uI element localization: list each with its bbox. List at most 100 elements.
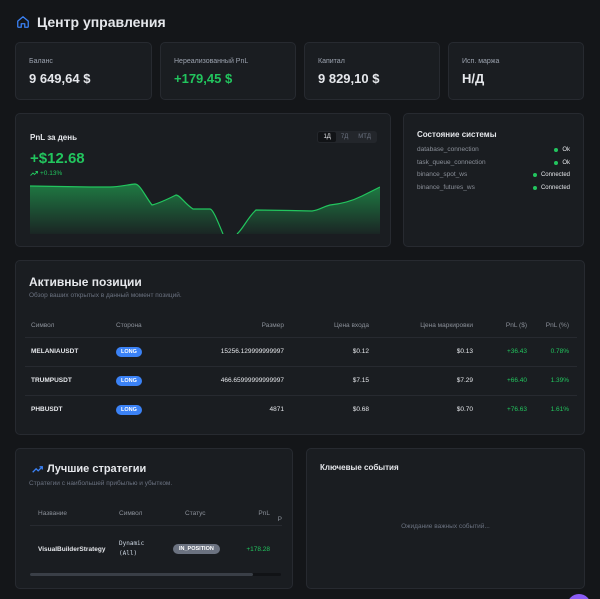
status-row: database_connection Ok <box>417 146 570 153</box>
stat-value: +179,45 $ <box>174 71 233 86</box>
pnl-change-value: +0.13% <box>40 170 63 177</box>
col-pnl[interactable]: PnL ($) <box>505 322 527 330</box>
stat-label: Исп. маржа <box>462 58 500 65</box>
service-name: binance_spot_ws <box>417 171 468 178</box>
pnl-title: PnL за день <box>30 133 78 142</box>
pnl-pct: 0.78% <box>527 336 577 366</box>
chart-line-right <box>236 186 380 234</box>
system-status-title: Состояние системы <box>417 130 497 139</box>
service-name: task_queue_connection <box>417 159 486 166</box>
service-status: Ok <box>562 159 570 166</box>
col-side[interactable]: Сторона <box>116 322 142 330</box>
col-name[interactable]: Название <box>38 510 68 518</box>
entry-price: $0.12 <box>284 336 369 366</box>
side-badge: LONG <box>116 346 142 357</box>
table-row[interactable]: MELANIAUSDT LONG 15256.129999999997 $0.1… <box>25 336 577 366</box>
col-size[interactable]: Размер <box>261 322 284 330</box>
status-row: binance_spot_ws Connected <box>417 171 570 178</box>
table-row[interactable]: TRUMPUSDT LONG 466.65999999999997 $7.15 … <box>25 365 577 395</box>
strategies-title: Лучшие стратегии <box>47 463 147 475</box>
service-name: database_connection <box>417 146 479 153</box>
strategies-subtitle: Стратегии с наибольшей прибылью и убытко… <box>29 480 173 487</box>
strategy-name: VisualBuilderStrategy <box>30 524 119 573</box>
chart-area-right <box>237 187 380 234</box>
stat-card-balance: Баланс 9 649,64 $ <box>15 42 152 100</box>
pnl-pct: 1.39% <box>527 365 577 395</box>
position-size: 4871 <box>196 394 284 424</box>
stat-card-unrealized-pnl: Нереализованный PnL +179,45 $ <box>160 42 296 100</box>
positions-title: Активные позиции <box>29 275 142 289</box>
stat-value: 9 829,10 $ <box>318 71 380 86</box>
table-header-row: Название Символ Статус PnL P <box>30 503 282 525</box>
col-status[interactable]: Статус <box>185 510 206 518</box>
table-row[interactable]: PHBUSDT LONG 4871 $0.68 $0.70 +76.63 1.6… <box>25 394 577 424</box>
stat-label: Нереализованный PnL <box>174 58 249 65</box>
pnl-pct: 1.61% <box>527 394 577 424</box>
pnl-card: PnL за день 1Д 7Д MTД +$12.68 +0.13% <box>15 113 391 247</box>
mark-price: $0.13 <box>369 336 473 366</box>
page-header: Центр управления <box>16 14 166 30</box>
status-row: binance_futures_ws Connected <box>417 184 570 191</box>
stat-value: 9 649,64 $ <box>29 71 91 86</box>
col-truncated[interactable]: P <box>277 515 282 523</box>
status-dot-icon <box>554 160 559 165</box>
home-icon <box>17 16 29 28</box>
position-size: 15256.129999999997 <box>196 336 284 366</box>
chart-line-left <box>30 183 224 234</box>
strategies-table: Название Символ Статус PnL P VisualBuild… <box>30 503 282 573</box>
table-row[interactable]: VisualBuilderStrategy Dynamic (All) IN_PO… <box>30 524 282 573</box>
side-badge: LONG <box>116 404 142 415</box>
strategies-title-wrap: Лучшие стратегии <box>32 463 146 475</box>
table-header-row: Символ Сторона Размер Цена входа Цена ма… <box>25 315 577 337</box>
position-size: 466.65999999999997 <box>196 365 284 395</box>
range-mtd[interactable]: MTД <box>358 134 371 140</box>
pnl-value: +$12.68 <box>30 150 85 167</box>
entry-price: $0.68 <box>284 394 369 424</box>
col-pnl[interactable]: PnL <box>258 510 270 518</box>
events-empty-state: Ожидание важных событий... <box>401 523 490 530</box>
chart-area-left <box>30 184 223 234</box>
active-positions-card: Активные позиции Обзор ваших открытых в … <box>15 260 585 435</box>
col-symbol[interactable]: Символ <box>119 510 143 518</box>
status-row: task_queue_connection Ok <box>417 159 570 166</box>
strategy-symbol-line1: Dynamic <box>119 540 145 548</box>
pnl-area-chart <box>30 183 380 234</box>
key-events-card: Ключевые события Ожидание важных событий… <box>306 448 585 589</box>
trending-up-icon <box>32 465 43 473</box>
stat-card-capital: Капитал 9 829,10 $ <box>304 42 440 100</box>
col-pnl-pct[interactable]: PnL (%) <box>545 322 569 330</box>
mark-price: $0.70 <box>369 394 473 424</box>
pnl-change: +0.13% <box>30 170 62 177</box>
strategy-symbol-line2: (All) <box>119 550 138 558</box>
side-badge: LONG <box>116 375 142 386</box>
scrollbar-thumb[interactable] <box>30 573 253 576</box>
range-1d[interactable]: 1Д <box>318 132 336 142</box>
strategy-pnl: +178.28 <box>235 524 270 573</box>
pnl-usd: +76.63 <box>473 394 527 424</box>
service-status: Connected <box>540 184 570 191</box>
horizontal-scrollbar[interactable] <box>30 573 281 576</box>
status-dot-icon <box>532 185 537 190</box>
best-strategies-card: Лучшие стратегии Стратегии с наибольшей … <box>15 448 293 589</box>
status-dot-icon <box>554 147 559 152</box>
entry-price: $7.15 <box>284 365 369 395</box>
col-symbol[interactable]: Символ <box>31 322 55 330</box>
page-title: Центр управления <box>37 14 166 30</box>
mark-price: $7.29 <box>369 365 473 395</box>
range-selector[interactable]: 1Д 7Д MTД <box>317 131 377 143</box>
floating-action-button[interactable] <box>567 594 591 599</box>
stat-card-margin: Исп. маржа Н/Д <box>448 42 584 100</box>
range-7d[interactable]: 7Д <box>340 134 349 140</box>
col-entry[interactable]: Цена входа <box>334 322 369 330</box>
status-badge: IN_POSITION <box>173 544 220 555</box>
status-dot-icon <box>532 172 537 177</box>
position-symbol: PHBUSDT <box>25 394 116 424</box>
service-name: binance_futures_ws <box>417 184 475 191</box>
stat-label: Баланс <box>29 58 53 65</box>
position-symbol: MELANIAUSDT <box>25 336 116 366</box>
positions-subtitle: Обзор ваших открытых в данный момент поз… <box>29 292 182 299</box>
service-status: Ok <box>562 146 570 153</box>
positions-table: Символ Сторона Размер Цена входа Цена ма… <box>25 315 577 424</box>
col-mark[interactable]: Цена маркировки <box>420 322 473 330</box>
service-status: Connected <box>540 171 570 178</box>
